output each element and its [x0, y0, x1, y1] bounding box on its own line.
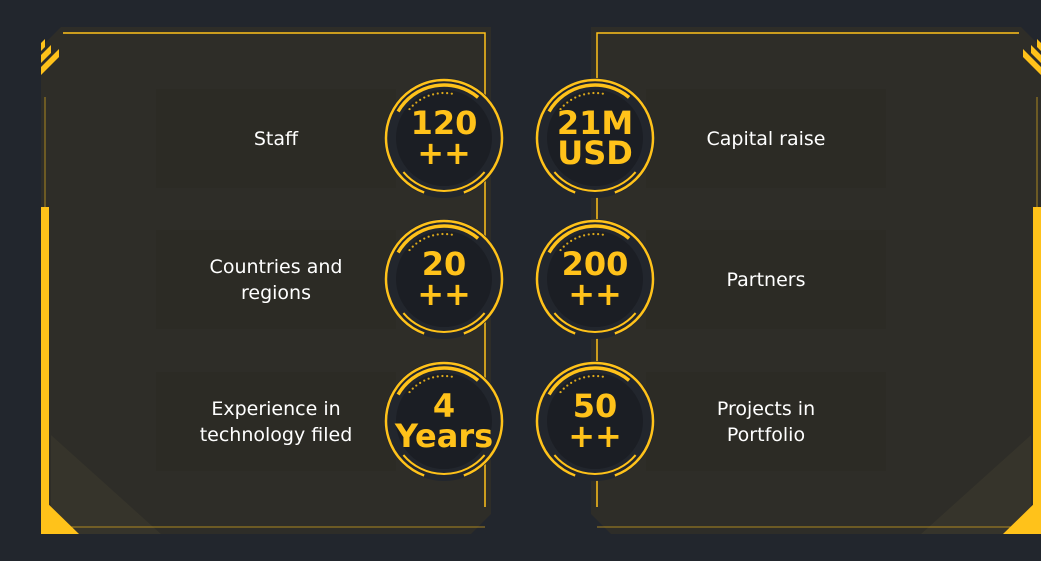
stat-projects-badge: 50 ++ — [533, 359, 657, 483]
stat-capital-label-bar: Capital raise — [646, 89, 886, 188]
stat-partners-label-bar: Partners — [646, 230, 886, 329]
stat-countries-suffix: ++ — [417, 275, 471, 313]
badge-ring-icon — [384, 361, 504, 481]
stat-staff-badge: 120 ++ — [382, 76, 506, 200]
stat-staff-label-bar: Staff — [156, 89, 396, 188]
stat-partners-badge: 200 ++ — [533, 217, 657, 341]
badge-ring-icon — [535, 78, 655, 198]
stat-capital-badge: 21M USD — [533, 76, 657, 200]
stat-partners-value: 200 — [561, 245, 629, 283]
stat-partners-suffix: ++ — [568, 275, 622, 313]
stat-countries-value: 20 — [421, 245, 467, 283]
stat-projects-label-line1: Projects in — [716, 397, 816, 420]
stat-capital-value: 21M — [556, 104, 634, 142]
stat-experience-label-bar: Experience in technology filed — [156, 372, 396, 471]
stat-countries-label-bar: Countries and regions — [156, 230, 396, 329]
stat-partners-label: Partners — [726, 268, 806, 291]
stat-experience-value: 4 — [432, 387, 456, 425]
stat-experience-label-line1: Experience in — [211, 397, 341, 420]
badge-ring-icon — [535, 219, 655, 339]
stat-experience-suffix: Years — [394, 417, 494, 455]
stat-projects-suffix: ++ — [568, 417, 622, 455]
stat-experience-badge: 4 Years — [382, 359, 506, 483]
stat-projects-label-bar: Projects in Portfolio — [646, 372, 886, 471]
stat-staff-suffix: ++ — [417, 134, 471, 172]
stat-projects-value: 50 — [572, 387, 618, 425]
stat-capital-label: Capital raise — [706, 127, 826, 150]
stat-staff-label: Staff — [253, 127, 299, 150]
stat-countries-badge: 20 ++ — [382, 217, 506, 341]
stat-countries-label-line2: regions — [240, 281, 311, 304]
badge-ring-icon — [384, 219, 504, 339]
badge-ring-icon — [384, 78, 504, 198]
stat-experience-label-line2: technology filed — [199, 423, 353, 446]
stat-countries-label-line1: Countries and — [209, 255, 343, 278]
stat-capital-suffix: USD — [557, 134, 633, 172]
badge-ring-icon — [535, 361, 655, 481]
stat-projects-label-line2: Portfolio — [726, 423, 806, 446]
stat-staff-value: 120 — [410, 104, 478, 142]
